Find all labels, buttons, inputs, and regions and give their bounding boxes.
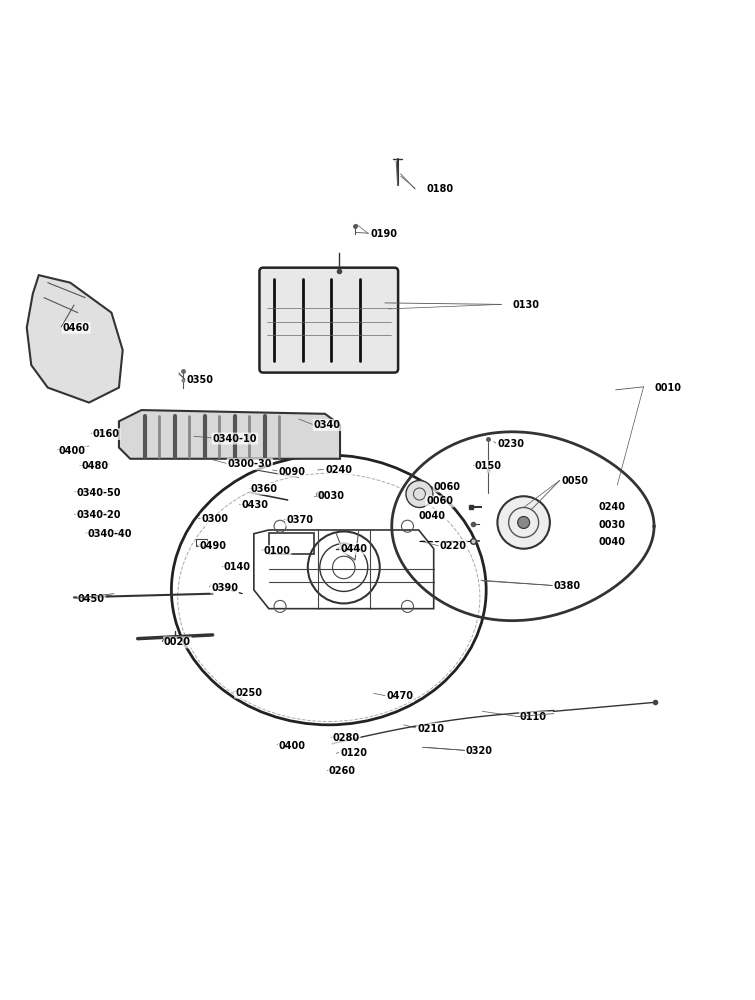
Text: 0430: 0430 (241, 500, 268, 510)
Text: 0040: 0040 (419, 511, 445, 521)
Bar (269, 533, 314, 554)
Text: 0120: 0120 (340, 748, 367, 758)
Text: 0340: 0340 (314, 420, 341, 430)
Text: 0240: 0240 (325, 465, 352, 475)
Text: 0440: 0440 (340, 544, 367, 554)
Text: 0060: 0060 (427, 496, 453, 506)
Text: 0260: 0260 (328, 766, 356, 776)
Text: 0340-10: 0340-10 (213, 434, 257, 444)
Text: 0230: 0230 (498, 439, 525, 449)
Text: 0010: 0010 (655, 383, 682, 393)
Polygon shape (119, 410, 340, 459)
Text: 0180: 0180 (427, 184, 453, 194)
Text: 0190: 0190 (370, 229, 397, 239)
Text: 0280: 0280 (332, 733, 359, 743)
Text: 0400: 0400 (59, 446, 86, 456)
Bar (196, 539, 208, 546)
Text: 0050: 0050 (561, 476, 588, 486)
Text: 0140: 0140 (224, 562, 251, 572)
Text: 0340-20: 0340-20 (76, 510, 121, 520)
Text: 0060: 0060 (433, 482, 461, 492)
Text: 0210: 0210 (418, 724, 444, 734)
Circle shape (406, 481, 433, 507)
Text: 0370: 0370 (286, 515, 313, 525)
Text: 0110: 0110 (520, 712, 547, 722)
Circle shape (518, 516, 530, 528)
Text: 0090: 0090 (279, 467, 306, 477)
Text: 0340-40: 0340-40 (88, 529, 132, 539)
Text: 0490: 0490 (199, 541, 226, 551)
Text: 0360: 0360 (250, 484, 277, 494)
Text: 0470: 0470 (387, 691, 414, 701)
FancyBboxPatch shape (260, 268, 398, 373)
Text: 0220: 0220 (439, 541, 467, 551)
Text: 0380: 0380 (553, 581, 581, 591)
Polygon shape (26, 275, 123, 403)
Text: 0020: 0020 (164, 637, 191, 647)
Text: 0150: 0150 (475, 461, 502, 471)
Text: 0480: 0480 (82, 461, 109, 471)
Text: 0340-50: 0340-50 (76, 488, 121, 498)
Text: 0100: 0100 (263, 546, 291, 556)
Text: 0390: 0390 (211, 583, 238, 593)
Text: 0400: 0400 (279, 741, 306, 751)
Text: 0030: 0030 (599, 520, 626, 530)
Circle shape (498, 496, 550, 549)
Text: 0460: 0460 (63, 323, 90, 333)
Text: 0250: 0250 (235, 688, 262, 698)
Text: 0240: 0240 (599, 502, 626, 512)
Text: 0300-30: 0300-30 (227, 459, 272, 469)
Text: 0300: 0300 (202, 514, 228, 524)
Text: 0160: 0160 (93, 429, 120, 439)
Text: 0320: 0320 (466, 746, 493, 756)
Text: 0040: 0040 (599, 537, 626, 547)
Text: 0030: 0030 (318, 491, 344, 501)
Text: 0450: 0450 (78, 594, 105, 604)
Text: 0130: 0130 (513, 300, 539, 310)
Text: 0350: 0350 (186, 375, 214, 385)
